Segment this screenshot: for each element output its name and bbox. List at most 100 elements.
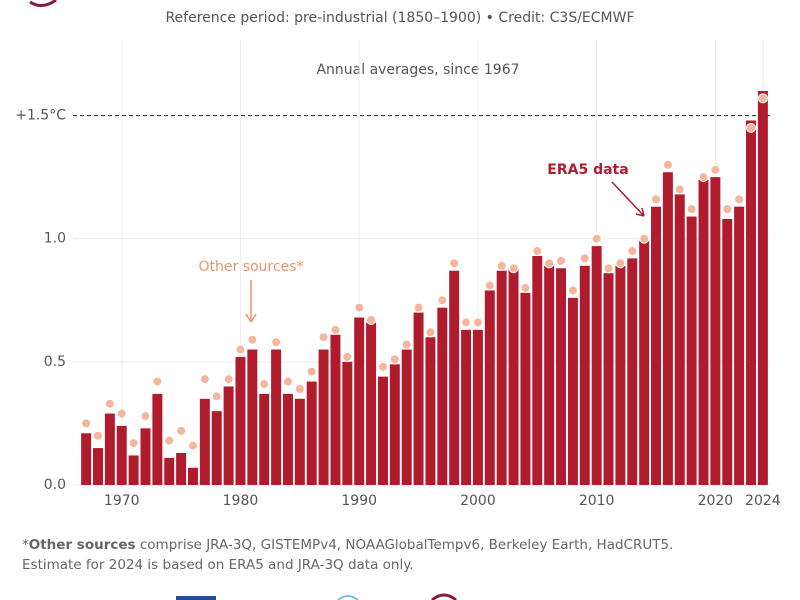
footnote-bold: Other sources bbox=[29, 537, 136, 553]
other-source-dot bbox=[472, 317, 483, 328]
other-source-dot bbox=[187, 440, 198, 451]
other-source-dot bbox=[199, 374, 210, 385]
other-source-dot bbox=[366, 314, 377, 325]
other-source-dot bbox=[484, 280, 495, 291]
x-tick-label: 2024 bbox=[745, 493, 781, 509]
bar bbox=[140, 428, 151, 485]
other-source-dot bbox=[425, 327, 436, 338]
era5-annotation: ERA5 data bbox=[547, 162, 628, 178]
other-source-dot bbox=[615, 258, 626, 269]
x-tick-label: 2000 bbox=[460, 493, 496, 509]
plot-area: 1970 1980 1990 2000 2010 2020 2024 0.0 0.5 1.0 +1.… bbox=[15, 40, 781, 509]
bar bbox=[176, 452, 187, 485]
logo bbox=[337, 595, 359, 600]
bar bbox=[366, 322, 377, 485]
chart-subtitle: Reference period: pre-industrial (1850–1… bbox=[165, 10, 634, 26]
bar bbox=[532, 255, 543, 485]
logo bbox=[176, 596, 216, 600]
bar bbox=[698, 179, 709, 485]
other-source-dot bbox=[579, 253, 590, 264]
other-source-dot bbox=[746, 122, 757, 133]
other-source-dot bbox=[734, 194, 745, 205]
other-source-dot bbox=[164, 435, 175, 446]
bar bbox=[425, 337, 436, 485]
other-source-dot bbox=[318, 332, 329, 343]
bar bbox=[354, 317, 365, 485]
bar bbox=[556, 268, 567, 485]
other-source-dot bbox=[271, 337, 282, 348]
bar bbox=[567, 297, 578, 485]
bar bbox=[187, 467, 198, 485]
logo bbox=[431, 593, 457, 600]
other-sources-arrow bbox=[245, 280, 257, 323]
era5-arrow bbox=[611, 181, 645, 217]
other-source-dot bbox=[627, 246, 638, 257]
bar bbox=[472, 329, 483, 485]
bar bbox=[686, 216, 697, 485]
other-source-dot bbox=[757, 93, 768, 104]
bar bbox=[591, 246, 602, 485]
other-source-dot bbox=[461, 317, 472, 328]
other-source-dot bbox=[591, 233, 602, 244]
y-tick-label: 0.0 bbox=[44, 477, 66, 493]
bar bbox=[757, 90, 768, 485]
x-tick-label: 1970 bbox=[104, 493, 140, 509]
bar bbox=[104, 413, 115, 485]
other-source-dot bbox=[532, 246, 543, 257]
other-source-dot bbox=[722, 204, 733, 215]
other-source-dot bbox=[698, 172, 709, 183]
other-source-dot bbox=[104, 398, 115, 409]
bar bbox=[579, 265, 590, 485]
other-source-dot bbox=[544, 258, 555, 269]
other-source-dot bbox=[662, 159, 673, 170]
x-tick-label: 2010 bbox=[579, 493, 615, 509]
bar bbox=[330, 334, 341, 485]
x-tick-label: 1990 bbox=[341, 493, 377, 509]
other-source-dot bbox=[235, 344, 246, 355]
bar bbox=[271, 349, 282, 485]
bar bbox=[401, 349, 412, 485]
y-tick-label: 1.0 bbox=[44, 231, 66, 247]
bar bbox=[544, 265, 555, 485]
bar bbox=[734, 206, 745, 485]
bar bbox=[128, 455, 139, 485]
other-source-dot bbox=[686, 204, 697, 215]
logo-fragment bbox=[29, 0, 57, 7]
bar bbox=[413, 312, 424, 485]
other-source-dot bbox=[330, 324, 341, 335]
other-source-dot bbox=[152, 376, 163, 387]
bar bbox=[377, 376, 388, 485]
bar bbox=[508, 268, 519, 485]
bar bbox=[627, 258, 638, 485]
other-source-dot bbox=[128, 438, 139, 449]
bar bbox=[496, 270, 507, 485]
bar bbox=[342, 361, 353, 485]
other-source-dot bbox=[211, 391, 222, 402]
other-source-dot bbox=[496, 260, 507, 271]
other-source-dot bbox=[140, 411, 151, 422]
bar bbox=[223, 386, 234, 485]
other-source-dot bbox=[247, 334, 258, 345]
bar bbox=[164, 457, 175, 485]
y-tick-label: 0.5 bbox=[44, 354, 66, 370]
other-source-dot bbox=[282, 376, 293, 387]
x-tick-label: 1980 bbox=[223, 493, 259, 509]
other-source-dot bbox=[556, 255, 567, 266]
bar bbox=[93, 448, 103, 485]
bar bbox=[746, 120, 756, 486]
bar bbox=[294, 398, 305, 485]
other-source-dot bbox=[116, 408, 127, 419]
bar bbox=[247, 349, 258, 485]
bar bbox=[710, 177, 721, 485]
x-tick-label: 2020 bbox=[698, 493, 734, 509]
bar bbox=[674, 194, 685, 485]
other-source-dot bbox=[354, 302, 365, 313]
other-source-dot bbox=[520, 282, 531, 293]
other-source-dot bbox=[306, 366, 317, 377]
bar bbox=[722, 219, 733, 486]
bar bbox=[235, 356, 246, 485]
other-source-dot bbox=[401, 339, 412, 350]
bar bbox=[639, 241, 650, 485]
other-source-dot bbox=[389, 354, 400, 365]
